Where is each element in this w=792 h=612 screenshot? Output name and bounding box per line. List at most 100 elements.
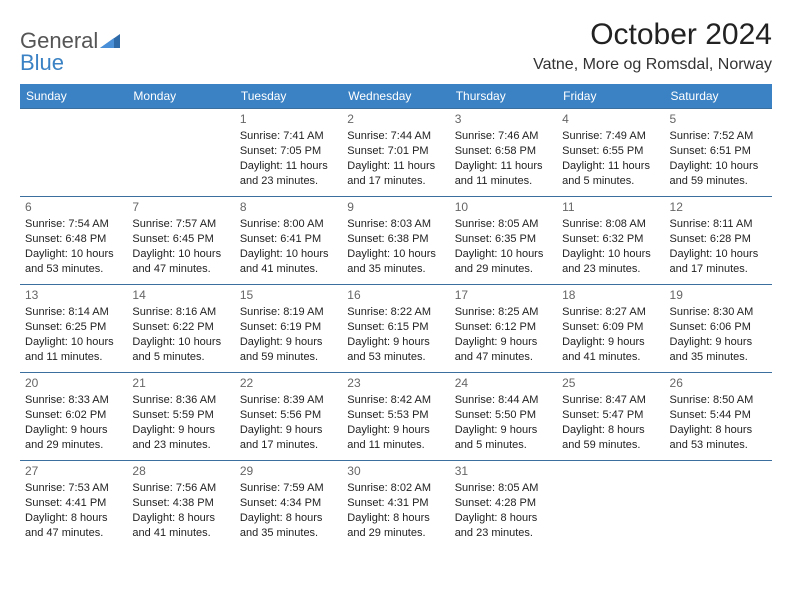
day-number: 13	[25, 287, 122, 303]
day-cell: 18 Sunrise: 8:27 AMSunset: 6:09 PMDayligh…	[557, 285, 664, 373]
week-row: 20Sunrise: 8:33 AMSunset: 6:02 PMDayligh…	[20, 373, 772, 461]
day-cell	[557, 461, 664, 547]
day-header: Thursday	[450, 84, 557, 109]
sunset-text: Sunset: 5:53 PM	[347, 408, 444, 423]
daylight-text: and 53 minutes.	[670, 438, 767, 453]
sunrise-text: Sunrise: 7:53 AM	[25, 481, 122, 496]
daylight-text: Daylight: 9 hours	[562, 335, 659, 350]
day-cell: 31Sunrise: 8:05 AMSunset: 4:28 PMDayligh…	[450, 461, 557, 547]
sunset-text: Sunset: 6:09 PM	[562, 320, 659, 335]
sunset-text: Sunset: 6:19 PM	[240, 320, 337, 335]
day-header: Sunday	[20, 84, 127, 109]
day-number: 3	[455, 111, 552, 127]
day-number: 24	[455, 375, 552, 391]
day-cell: 13Sunrise: 8:14 AMSunset: 6:25 PMDayligh…	[20, 285, 127, 373]
day-cell	[127, 109, 234, 197]
daylight-text: and 17 minutes.	[240, 438, 337, 453]
day-number: 1	[240, 111, 337, 127]
daylight-text: and 11 minutes.	[455, 174, 552, 189]
calendar-table: Sunday Monday Tuesday Wednesday Thursday…	[20, 84, 772, 547]
month-title: October 2024	[533, 18, 772, 52]
sunset-text: Sunset: 7:01 PM	[347, 144, 444, 159]
sunrise-text: Sunrise: 8:47 AM	[562, 393, 659, 408]
sunrise-text: Sunrise: 8:02 AM	[347, 481, 444, 496]
day-number: 19	[670, 287, 767, 303]
header: General Blue October 2024 Vatne, More og…	[20, 18, 772, 80]
sunset-text: Sunset: 6:25 PM	[25, 320, 122, 335]
sunrise-text: Sunrise: 8:16 AM	[132, 305, 229, 320]
day-number: 2	[347, 111, 444, 127]
daylight-text: and 35 minutes.	[240, 526, 337, 541]
daylight-text: and 11 minutes.	[25, 350, 122, 365]
sunset-text: Sunset: 5:59 PM	[132, 408, 229, 423]
day-header: Saturday	[665, 84, 772, 109]
day-header: Wednesday	[342, 84, 449, 109]
sunrise-text: Sunrise: 8:22 AM	[347, 305, 444, 320]
daylight-text: Daylight: 11 hours	[455, 159, 552, 174]
day-cell	[665, 461, 772, 547]
week-row: 13 Sunrise: 8:14 AMSunset: 6:25 PM Dayligh…	[20, 285, 772, 373]
daylight-text: and 23 minutes.	[455, 526, 552, 541]
day-cell: 7Sunrise: 7:57 AMSunset: 6:45 PMDaylight…	[127, 197, 234, 285]
sunrise-text: Sunrise: 8:27 AM	[562, 305, 659, 320]
day-number: 21	[132, 375, 229, 391]
daylight-text: and 59 minutes.	[240, 350, 337, 365]
day-number: 18	[562, 287, 659, 303]
daylight-text: and 29 minutes.	[455, 262, 552, 277]
daylight-text: and 41 minutes.	[240, 262, 337, 277]
daylight-text: and 47 minutes.	[455, 350, 552, 365]
logo: General Blue	[20, 30, 120, 74]
week-row: 6Sunrise: 7:54 AMSunset: 6:48 PMDaylight…	[20, 197, 772, 285]
day-cell: 23Sunrise: 8:42 AMSunset: 5:53 PMDayligh…	[342, 373, 449, 461]
sunrise-text: Sunrise: 7:56 AM	[132, 481, 229, 496]
daylight-text: and 5 minutes.	[562, 174, 659, 189]
daylight-text: Daylight: 9 hours	[455, 335, 552, 350]
week-row: 27Sunrise: 7:53 AMSunset: 4:41 PMDayligh…	[20, 461, 772, 547]
day-cell: 10Sunrise: 8:05 AMSunset: 6:35 PMDayligh…	[450, 197, 557, 285]
day-cell: 26Sunrise: 8:50 AMSunset: 5:44 PMDayligh…	[665, 373, 772, 461]
sunrise-text: Sunrise: 7:46 AM	[455, 129, 552, 144]
day-cell: 28Sunrise: 7:56 AMSunset: 4:38 PMDayligh…	[127, 461, 234, 547]
daylight-text: Daylight: 10 hours	[670, 247, 767, 262]
sunset-text: Sunset: 6:02 PM	[25, 408, 122, 423]
day-number: 31	[455, 463, 552, 479]
day-cell: 15Sunrise: 8:19 AMSunset: 6:19 PMDayligh…	[235, 285, 342, 373]
sunset-text: Sunset: 4:28 PM	[455, 496, 552, 511]
title-block: October 2024 Vatne, More og Romsdal, Nor…	[533, 18, 772, 80]
daylight-text: Daylight: 10 hours	[347, 247, 444, 262]
sunrise-text: Sunrise: 8:08 AM	[562, 217, 659, 232]
sunset-text: Sunset: 6:48 PM	[25, 232, 122, 247]
daylight-text: Daylight: 8 hours	[132, 511, 229, 526]
sunrise-text: Sunrise: 7:49 AM	[562, 129, 659, 144]
day-number: 4	[562, 111, 659, 127]
day-number: 10	[455, 199, 552, 215]
daylight-text: Daylight: 9 hours	[240, 423, 337, 438]
day-cell: 3Sunrise: 7:46 AMSunset: 6:58 PMDaylight…	[450, 109, 557, 197]
daylight-text: Daylight: 9 hours	[455, 423, 552, 438]
sunset-text: Sunset: 6:15 PM	[347, 320, 444, 335]
day-cell: 30Sunrise: 8:02 AMSunset: 4:31 PMDayligh…	[342, 461, 449, 547]
sunrise-text: Sunrise: 8:14 AM	[25, 305, 122, 320]
week-row: 1Sunrise: 7:41 AMSunset: 7:05 PMDaylight…	[20, 109, 772, 197]
sunset-text: Sunset: 6:35 PM	[455, 232, 552, 247]
day-number: 15	[240, 287, 337, 303]
sunset-text: Sunset: 5:50 PM	[455, 408, 552, 423]
sunrise-text: Sunrise: 8:36 AM	[132, 393, 229, 408]
daylight-text: Daylight: 9 hours	[25, 423, 122, 438]
daylight-text: Daylight: 8 hours	[240, 511, 337, 526]
daylight-text: Daylight: 8 hours	[347, 511, 444, 526]
daylight-text: Daylight: 10 hours	[25, 247, 122, 262]
day-number: 11	[562, 199, 659, 215]
day-header: Tuesday	[235, 84, 342, 109]
day-cell: 25Sunrise: 8:47 AMSunset: 5:47 PMDayligh…	[557, 373, 664, 461]
sunrise-text: Sunrise: 8:33 AM	[25, 393, 122, 408]
day-cell: 5Sunrise: 7:52 AMSunset: 6:51 PMDaylight…	[665, 109, 772, 197]
sunset-text: Sunset: 6:22 PM	[132, 320, 229, 335]
day-number: 29	[240, 463, 337, 479]
daylight-text: and 47 minutes.	[25, 526, 122, 541]
sunset-text: Sunset: 4:34 PM	[240, 496, 337, 511]
day-cell: 8Sunrise: 8:00 AMSunset: 6:41 PMDaylight…	[235, 197, 342, 285]
day-cell: 17Sunrise: 8:25 AMSunset: 6:12 PMDayligh…	[450, 285, 557, 373]
sunrise-text: Sunrise: 8:30 AM	[670, 305, 767, 320]
day-cell: 9Sunrise: 8:03 AMSunset: 6:38 PMDaylight…	[342, 197, 449, 285]
